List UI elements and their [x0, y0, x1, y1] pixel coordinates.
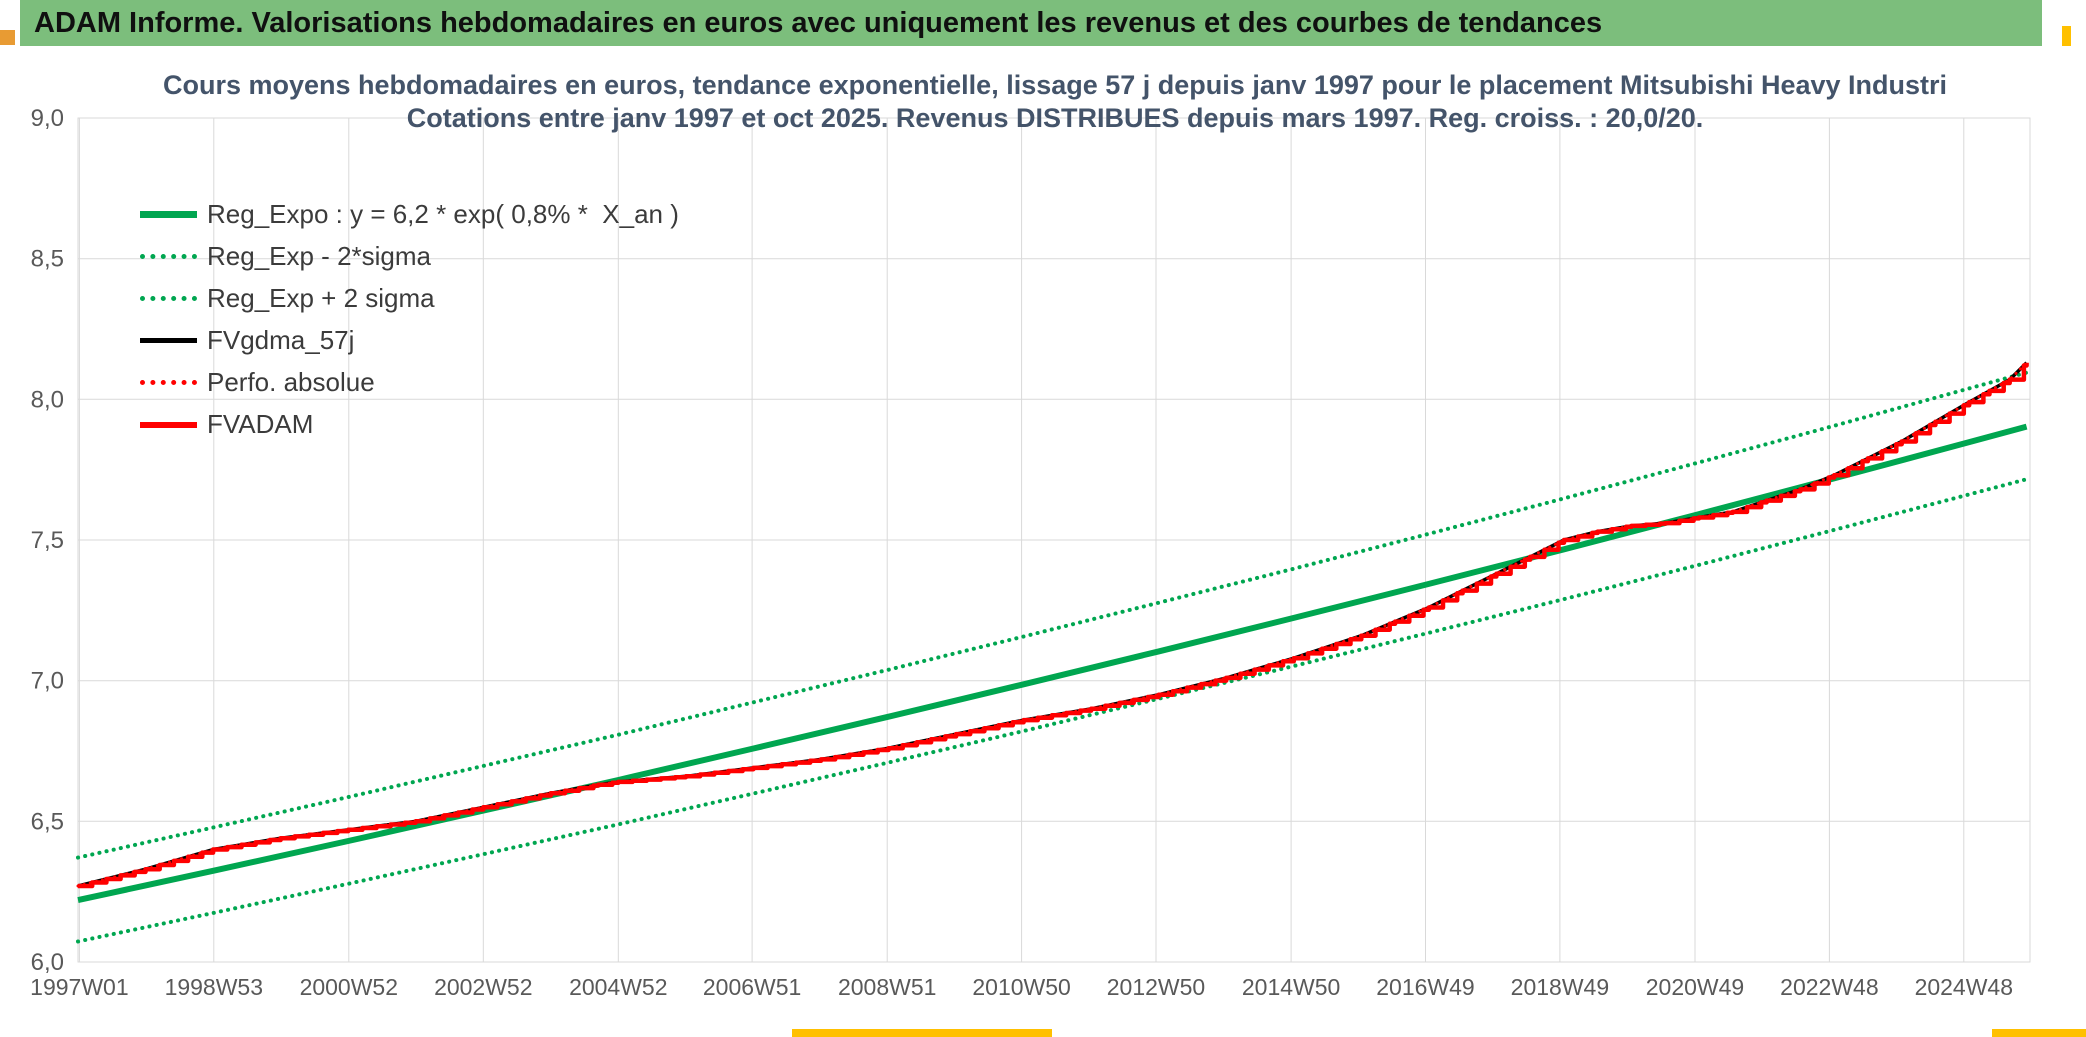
x-axis-tick-label: 2006W51	[703, 974, 801, 1000]
series-line-reg_exp_minus_2sigma	[76, 477, 2029, 944]
legend-item-fvgdma_57j: FVgdma_57j	[140, 325, 679, 355]
x-axis-tick-label: 2022W48	[1780, 974, 1878, 1000]
x-axis-tick-label: 2016W49	[1376, 974, 1474, 1000]
legend-label-reg_exp_minus_2sigma: Reg_Exp - 2*sigma	[207, 241, 431, 271]
x-axis-tick-label: 1997W01	[30, 974, 128, 1000]
legend-item-reg_exp_minus_2sigma: Reg_Exp - 2*sigma	[140, 241, 679, 271]
y-axis-tick-label: 8,0	[31, 386, 64, 413]
series-line-fvadam	[78, 362, 2029, 889]
chart-title: Cours moyens hebdomadaires en euros, ten…	[162, 70, 1948, 100]
legend-label-perfo_absolue: Perfo. absolue	[207, 367, 375, 397]
bottom-accent-strip-center	[792, 1029, 1052, 1037]
series-line-reg_exp_plus_2sigma	[76, 370, 2029, 860]
series-line-perfo_absolue	[76, 361, 2029, 888]
y-axis-tick-label: 7,5	[31, 527, 64, 554]
x-axis-tick-label: 2024W48	[1915, 974, 2013, 1000]
x-axis-tick-label: 2004W52	[569, 974, 667, 1000]
chart-subtitle: Cotations entre janv 1997 et oct 2025. R…	[406, 103, 1704, 133]
page-title: ADAM Informe. Valorisations hebdomadaire…	[34, 6, 1603, 39]
y-axis-tick-label: 7,0	[31, 668, 64, 695]
legend-line-sample-reg_exp_plus_2sigma	[140, 296, 197, 301]
legend-item-reg_expo: Reg_Expo : y = 6,2 * exp( 0,8% * X_an )	[140, 199, 679, 229]
x-axis-tick-label: 2018W49	[1511, 974, 1609, 1000]
legend-label-reg_exp_plus_2sigma: Reg_Exp + 2 sigma	[207, 283, 435, 313]
x-axis-tick-label: 2010W50	[972, 974, 1070, 1000]
x-axis-tick-label: 2014W50	[1242, 974, 1340, 1000]
legend-label-fvadam: FVADAM	[207, 409, 314, 439]
x-axis-tick-label: 2012W50	[1107, 974, 1205, 1000]
top-right-accent-sliver	[2062, 26, 2071, 46]
y-axis-tick-label: 6,0	[31, 949, 64, 976]
legend-item-reg_exp_plus_2sigma: Reg_Exp + 2 sigma	[140, 283, 679, 313]
top-left-accent-square	[0, 30, 15, 45]
y-axis-tick-label: 8,5	[31, 246, 64, 273]
y-axis-tick-label: 6,5	[31, 808, 64, 835]
series-line-reg_expo	[77, 423, 2028, 904]
x-axis-tick-label: 2000W52	[300, 974, 398, 1000]
y-axis-tick-label: 9,0	[31, 105, 64, 132]
plot-border	[77, 117, 2031, 963]
legend-item-perfo_absolue: Perfo. absolue	[140, 367, 679, 397]
x-axis-tick-label: 1998W53	[165, 974, 263, 1000]
legend-label-reg_expo: Reg_Expo : y = 6,2 * exp( 0,8% * X_an )	[207, 199, 679, 229]
x-axis-tick-label: 2002W52	[434, 974, 532, 1000]
chart-legend: Reg_Expo : y = 6,2 * exp( 0,8% * X_an ) R…	[140, 199, 679, 439]
legend-line-sample-perfo_absolue	[140, 380, 197, 385]
header-bar: ADAM Informe. Valorisations hebdomadaire…	[20, 0, 2042, 46]
legend-item-fvadam: FVADAM	[140, 409, 679, 439]
legend-line-sample-reg_expo	[140, 211, 197, 218]
bottom-accent-strip-right	[1992, 1029, 2086, 1037]
series-line-fvgdma_57j	[77, 361, 2028, 888]
legend-line-sample-reg_exp_minus_2sigma	[140, 254, 197, 259]
x-axis-tick-label: 2008W51	[838, 974, 936, 1000]
x-axis-tick-label: 2020W49	[1646, 974, 1744, 1000]
legend-label-fvgdma_57j: FVgdma_57j	[207, 325, 355, 355]
legend-line-sample-fvgdma_57j	[140, 338, 197, 343]
legend-line-sample-fvadam	[140, 421, 197, 428]
